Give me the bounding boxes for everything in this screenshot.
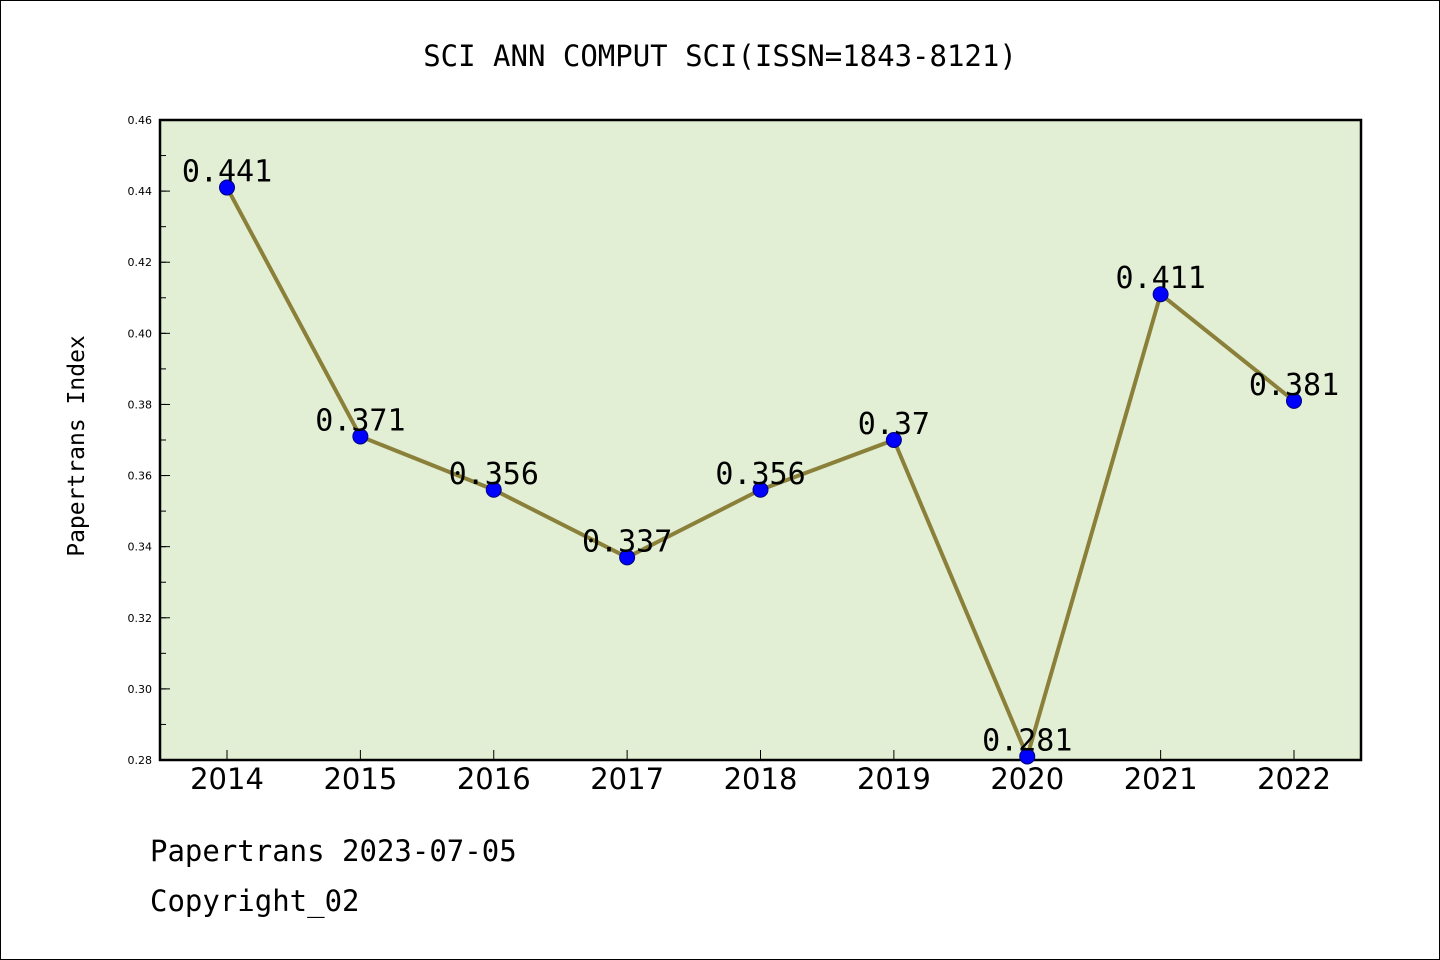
y-tick-label: 0.36 (128, 470, 153, 483)
data-point (1152, 286, 1169, 303)
x-tick-label: 2014 (190, 762, 264, 796)
series-point-group (219, 179, 1302, 765)
y-axis: 0.28 0.30 0.32 0.34 0.36 0.38 0.40 0.42 0.44 0.46 (128, 114, 170, 767)
x-tick-label: 2021 (1124, 762, 1198, 796)
data-label: 0.381 (1249, 368, 1339, 403)
x-tick-label: 2022 (1257, 762, 1331, 796)
data-point (1286, 392, 1302, 409)
data-point (1019, 748, 1036, 765)
data-label: 0.281 (982, 723, 1072, 758)
data-label: 0.411 (1115, 261, 1205, 296)
x-axis: 2014 2015 2016 2017 2018 2019 2020 2021 2022 (190, 750, 1331, 796)
x-tick-label: 2017 (590, 762, 664, 796)
footer-copyright: Copyright_02 (150, 884, 360, 918)
data-label: 0.356 (449, 457, 539, 492)
data-label: 0.371 (315, 403, 405, 438)
x-tick-label: 2015 (323, 762, 397, 796)
data-point (352, 428, 369, 445)
y-tick-label: 0.44 (128, 185, 153, 198)
data-label: 0.337 (582, 524, 672, 559)
chart-title: SCI ANN COMPUT SCI(ISSN=1843-8121) (423, 39, 1017, 73)
data-point (485, 481, 502, 498)
footer-date: Papertrans 2023-07-05 (150, 834, 517, 868)
y-tick-label: 0.46 (128, 114, 153, 127)
y-axis-label: Papertrans Index (64, 335, 90, 557)
x-tick-label: 2020 (990, 762, 1064, 796)
data-label: 0.441 (182, 155, 272, 190)
y-tick-label: 0.32 (128, 612, 153, 625)
data-label: 0.356 (715, 457, 805, 492)
x-tick-label: 2016 (457, 762, 531, 796)
y-tick-label: 0.38 (128, 398, 153, 411)
x-tick-label: 2018 (724, 762, 798, 796)
data-point (619, 549, 636, 566)
data-point (752, 481, 769, 498)
data-label: 0.37 (858, 407, 930, 442)
y-tick-label: 0.40 (128, 327, 153, 340)
x-tick-label: 2019 (857, 762, 931, 796)
y-tick-label: 0.30 (128, 683, 153, 696)
y-tick-label: 0.34 (128, 541, 153, 554)
plot-area (158, 118, 1363, 762)
data-label-group: 0.441 0.371 0.356 0.337 0.356 0.37 0.281 0.411 0… (182, 155, 1339, 759)
y-tick-label: 0.42 (128, 256, 153, 269)
data-point (885, 432, 902, 448)
y-tick-label: 0.28 (128, 754, 153, 767)
data-point (219, 179, 235, 196)
